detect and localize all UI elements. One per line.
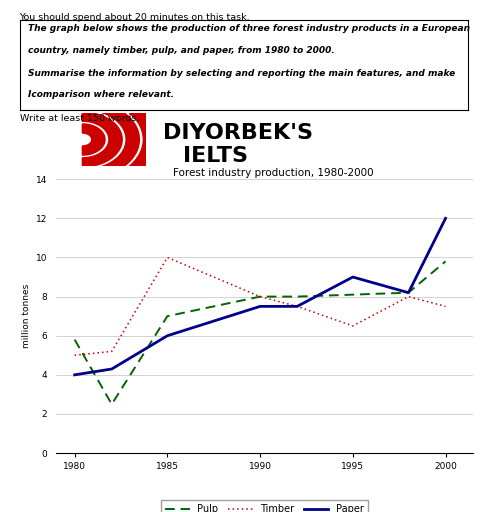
Text: DIYORBEK'S: DIYORBEK'S	[163, 123, 313, 143]
Text: Summarise the information by selecting and reporting the main features, and make: Summarise the information by selecting a…	[28, 69, 456, 78]
Y-axis label: million tonnes: million tonnes	[22, 284, 31, 348]
Text: Icomparison where relevant.: Icomparison where relevant.	[28, 90, 175, 99]
Polygon shape	[82, 124, 105, 155]
Text: Forest industry production, 1980-2000: Forest industry production, 1980-2000	[173, 168, 374, 178]
Legend: Pulp, Timber, Paper: Pulp, Timber, Paper	[162, 500, 368, 512]
Text: You should spend about 20 minutes on this task.: You should spend about 20 minutes on thi…	[20, 13, 250, 22]
Polygon shape	[82, 100, 140, 179]
Polygon shape	[82, 89, 157, 190]
Text: country, namely timber, pulp, and paper, from 1980 to 2000.: country, namely timber, pulp, and paper,…	[28, 46, 335, 55]
Text: The graph below shows the production of three forest industry products in a Euro: The graph below shows the production of …	[28, 24, 470, 33]
Text: IELTS: IELTS	[183, 146, 248, 166]
Text: Write at least 150 words.: Write at least 150 words.	[20, 114, 139, 123]
Polygon shape	[82, 112, 122, 167]
